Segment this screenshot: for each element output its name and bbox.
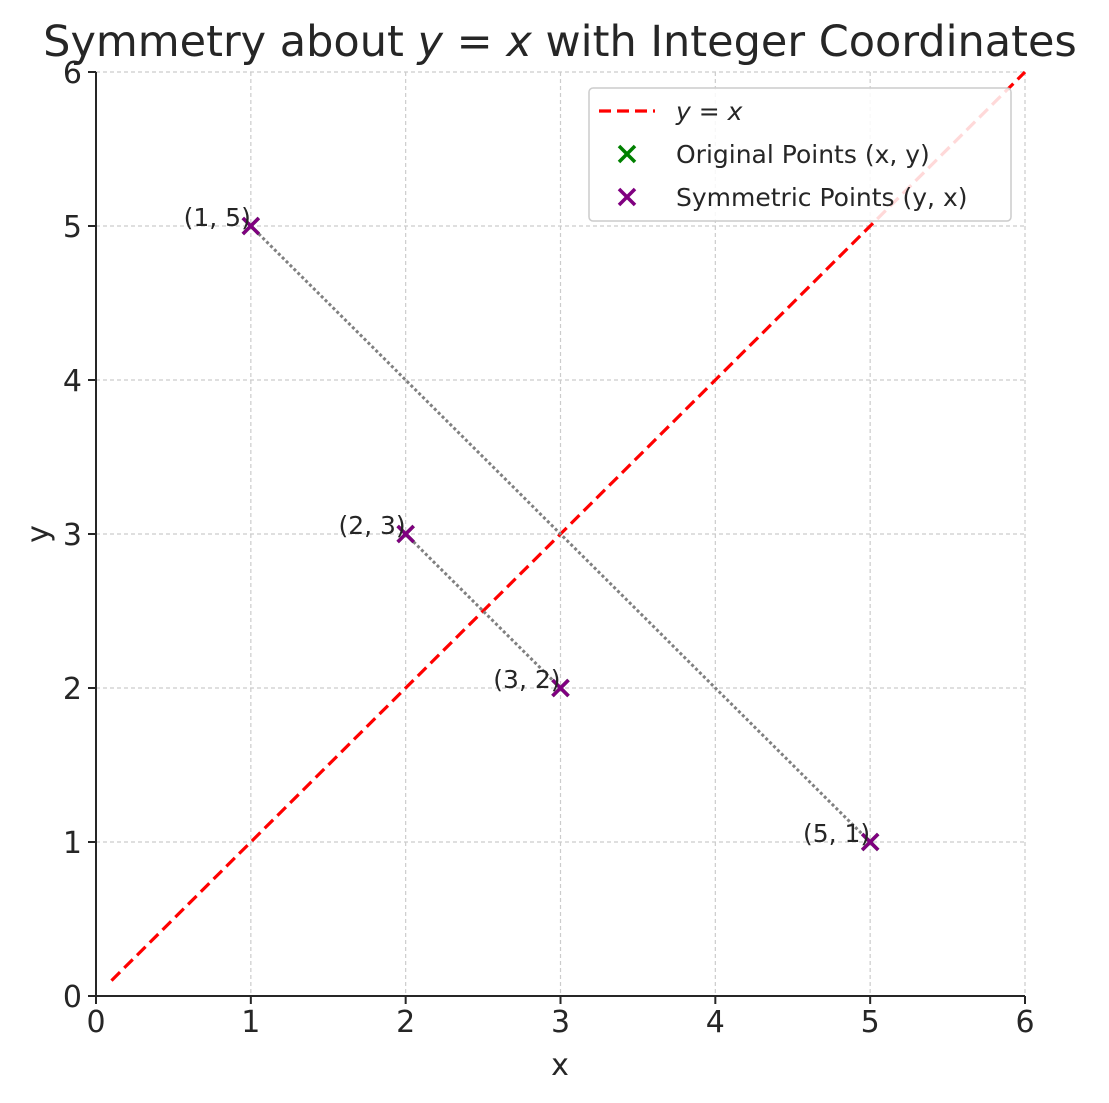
point-label-1: (2, 3) (338, 511, 405, 540)
marker-series1-point-0-stroke-b (860, 832, 880, 852)
y-tick-label-2: 2 (63, 672, 82, 707)
legend-swatch-2 (617, 187, 637, 207)
x-tick-label-4: 4 (706, 1005, 725, 1040)
axis-ticks: 0 1 2 3 4 5 6 0 1 2 3 4 5 6 (63, 56, 1035, 1040)
marker-series1-point-3 (241, 216, 261, 236)
connector-lines (249, 224, 872, 844)
chart-title: Symmetry about y = x with Integer Coordi… (43, 17, 1077, 67)
x-tick-label-2: 2 (396, 1005, 415, 1040)
point-label-2: (3, 2) (493, 665, 560, 694)
legend-label-2: Symmetric Points (y, x) (676, 183, 968, 212)
y-tick-label-1: 1 (63, 826, 82, 861)
legend-swatch-2-stroke-b (617, 187, 637, 207)
marker-series1-point-1-stroke-b (551, 678, 570, 698)
marker-series1-point-2 (396, 524, 415, 544)
x-tick-label-1: 1 (241, 1005, 260, 1040)
legend-label-1: Original Points (x, y) (676, 140, 930, 169)
x-tick-label-6: 6 (1015, 1005, 1034, 1040)
point-label-0: (1, 5) (184, 203, 251, 232)
y-tick-label-5: 5 (63, 210, 82, 245)
legend: y = x Original Points (x, y) Symmetric Poi… (588, 87, 1012, 222)
y-tick-label-6: 6 (63, 56, 82, 91)
reference-line-layer (110, 70, 1027, 982)
point-label-3: (5, 1) (803, 819, 870, 848)
marker-series1-point-2-stroke-b (396, 524, 415, 544)
point-markers (241, 216, 880, 852)
x-tick-label-0: 0 (86, 1005, 105, 1040)
connector-line-1 (404, 532, 562, 690)
marker-series1-point-1 (551, 678, 570, 698)
reference-line-y-equals-x (110, 70, 1027, 982)
x-tick-label-5: 5 (861, 1005, 880, 1040)
x-axis-label: x (551, 1048, 569, 1083)
y-tick-label-3: 3 (63, 518, 82, 553)
legend-swatch-1 (617, 144, 637, 164)
y-tick-label-4: 4 (63, 364, 82, 399)
x-tick-label-3: 3 (551, 1005, 570, 1040)
legend-box (588, 87, 1012, 222)
y-tick-label-0: 0 (63, 980, 82, 1015)
marker-series1-point-3-stroke-b (241, 216, 261, 236)
legend-label-0: y = x (675, 97, 743, 126)
legend-swatch-1-stroke-b (617, 144, 637, 164)
y-axis-label: y (21, 525, 56, 543)
marker-series1-point-0 (860, 832, 880, 852)
point-labels: (1, 5) (2, 3) (3, 2) (5, 1) (184, 203, 871, 848)
connector-line-0 (249, 224, 872, 844)
